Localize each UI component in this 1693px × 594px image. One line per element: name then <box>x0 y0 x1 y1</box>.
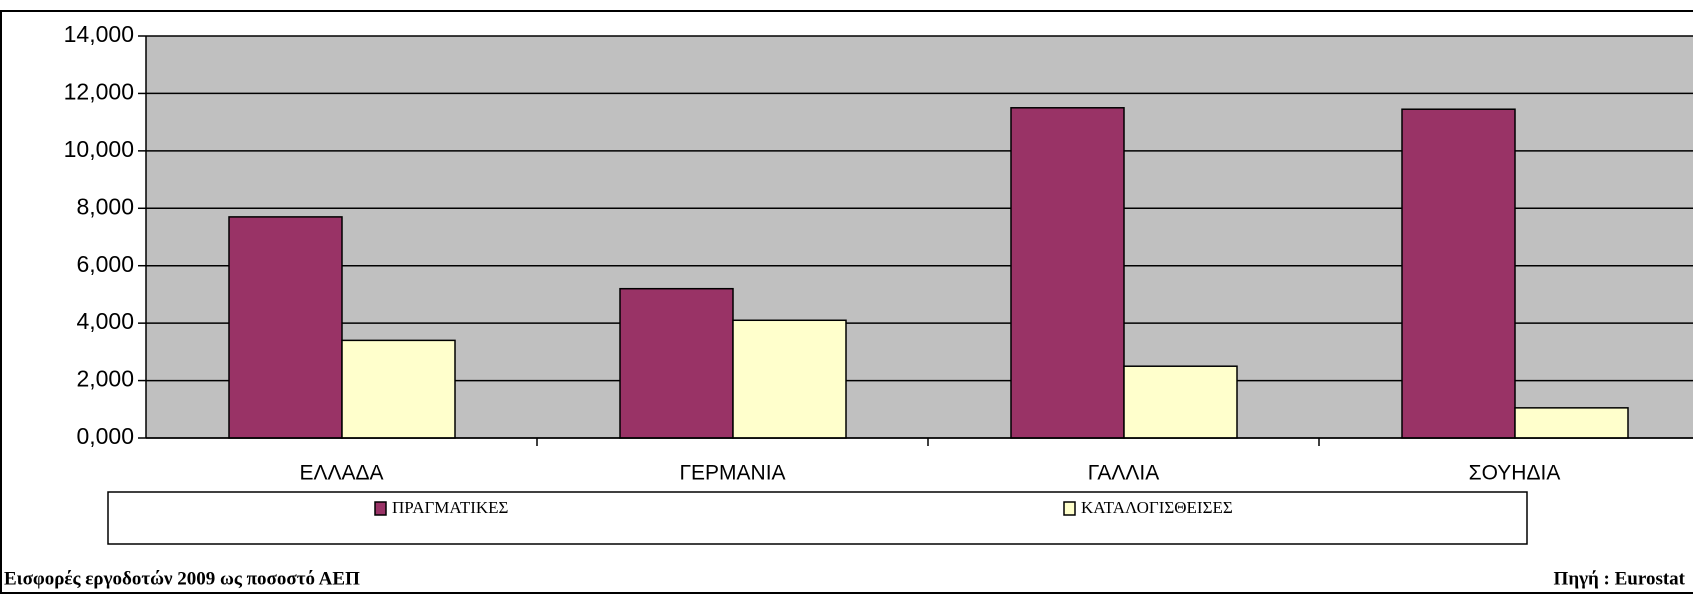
y-tick-label: 6,000 <box>76 251 134 277</box>
legend-label: ΚΑΤΑΛΟΓΙΣΘΕΙΣΕΣ <box>1081 498 1233 517</box>
chart-title: Εισφορές εργοδοτών 2009 ως ποσοστό ΑΕΠ <box>4 568 360 589</box>
y-tick-label: 4,000 <box>76 308 134 334</box>
bar <box>1401 108 1516 439</box>
bar <box>1123 365 1238 439</box>
bar <box>619 287 734 439</box>
bar <box>228 216 343 439</box>
x-tick-label: ΓΕΡΜΑΝΙΑ <box>679 462 785 485</box>
bar <box>1514 407 1629 439</box>
y-tick-label: 10,000 <box>64 136 134 162</box>
y-tick-label: 0,000 <box>76 423 134 449</box>
x-tick-label: ΓΑΛΛΙΑ <box>1088 462 1160 485</box>
y-tick-label: 2,000 <box>76 366 134 392</box>
source-note: Πηγή : Eurostat <box>1554 568 1686 589</box>
y-tick-label: 14,000 <box>64 21 134 47</box>
x-tick-label: ΣΟΥΗΔΙΑ <box>1469 462 1561 485</box>
y-tick-label: 12,000 <box>64 79 134 105</box>
legend-swatch <box>374 501 387 516</box>
x-tick-label: ΕΛΛΑΔΑ <box>299 462 383 485</box>
bar <box>1010 107 1125 439</box>
legend-label: ΠΡΑΓΜΑΤΙΚΕΣ <box>392 498 509 517</box>
y-tick-label: 8,000 <box>76 193 134 219</box>
legend-box <box>107 491 1528 545</box>
legend-swatch <box>1063 501 1076 516</box>
bar <box>732 319 847 439</box>
bar <box>341 339 456 439</box>
